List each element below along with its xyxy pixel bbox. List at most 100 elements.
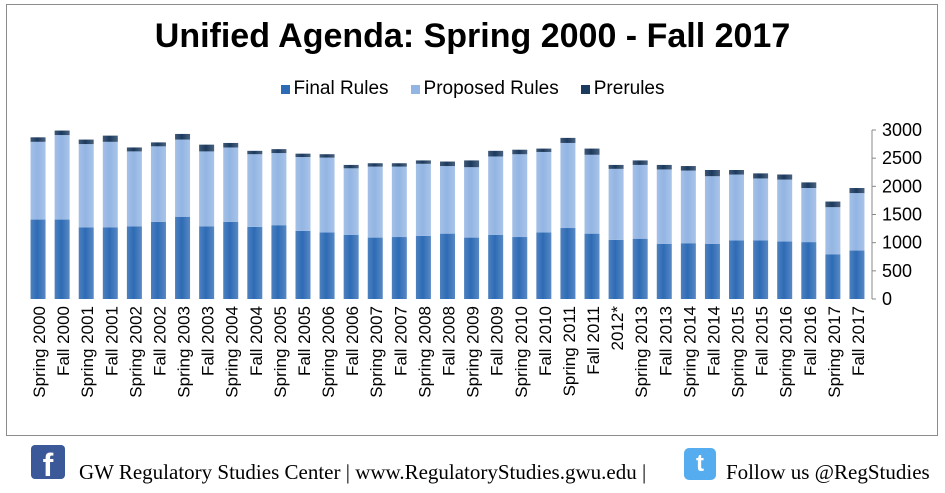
bar-final-rules-15 bbox=[391, 237, 407, 299]
x-tick-label-11: Fall 2005 bbox=[295, 306, 314, 376]
x-tick-label-15: Fall 2007 bbox=[391, 306, 410, 376]
bar-prerules-13 bbox=[343, 164, 359, 169]
bar-final-rules-7 bbox=[199, 226, 215, 299]
bar-final-rules-20 bbox=[512, 237, 528, 299]
bar-final-rules-8 bbox=[223, 221, 239, 299]
bar-proposed-rules-10 bbox=[271, 153, 287, 226]
bar-proposed-rules-25 bbox=[632, 164, 648, 239]
chart-title: Unified Agenda: Spring 2000 - Fall 2017 bbox=[154, 17, 791, 55]
x-tick-label-16: Spring 2008 bbox=[415, 306, 434, 398]
x-tick-label-23: Fall 2011 bbox=[584, 306, 603, 375]
bar-final-rules-17 bbox=[440, 233, 455, 299]
facebook-icon[interactable]: f bbox=[31, 445, 65, 479]
bar-prerules-27 bbox=[680, 166, 696, 171]
bar-proposed-rules-33 bbox=[825, 207, 841, 255]
bar-proposed-rules-34 bbox=[849, 193, 865, 251]
bar-prerules-30 bbox=[753, 173, 769, 179]
bar-proposed-rules-13 bbox=[343, 168, 359, 235]
x-tick-label-29: Spring 2015 bbox=[729, 306, 748, 398]
bar-final-rules-21 bbox=[536, 232, 552, 299]
bar-prerules-7 bbox=[199, 144, 215, 152]
x-tick-label-32: Fall 2016 bbox=[801, 306, 820, 376]
bar-prerules-2 bbox=[78, 139, 94, 145]
bar-prerules-5 bbox=[150, 142, 166, 147]
bar-final-rules-12 bbox=[319, 232, 335, 299]
legend-swatch-proposed-rules bbox=[410, 84, 420, 94]
bar-proposed-rules-26 bbox=[656, 169, 672, 244]
x-tick-label-20: Spring 2010 bbox=[512, 306, 531, 398]
bar-final-rules-24 bbox=[608, 239, 624, 299]
bar-proposed-rules-11 bbox=[295, 157, 311, 231]
bar-proposed-rules-18 bbox=[464, 167, 480, 238]
x-tick-label-0: Spring 2000 bbox=[30, 306, 49, 398]
bar-final-rules-6 bbox=[175, 216, 191, 299]
x-tick-label-27: Spring 2014 bbox=[680, 306, 699, 398]
bar-final-rules-19 bbox=[488, 234, 504, 299]
legend-label-prerules: Prerules bbox=[593, 78, 665, 99]
bar-proposed-rules-5 bbox=[150, 146, 166, 222]
bar-final-rules-14 bbox=[367, 237, 383, 299]
y-tick-label-1: 500 bbox=[882, 261, 912, 281]
bar-prerules-11 bbox=[295, 153, 311, 158]
bar-proposed-rules-19 bbox=[488, 156, 504, 235]
bar-prerules-9 bbox=[247, 150, 263, 155]
bar-prerules-4 bbox=[126, 147, 142, 152]
legend-item-proposed-rules: Proposed Rules bbox=[410, 78, 559, 100]
bar-final-rules-13 bbox=[343, 234, 359, 299]
bar-proposed-rules-32 bbox=[801, 188, 817, 243]
x-tick-label-25: Spring 2013 bbox=[632, 306, 651, 398]
bar-final-rules-30 bbox=[753, 240, 769, 299]
y-tick-label-6: 3000 bbox=[882, 120, 922, 140]
bar-prerules-17 bbox=[440, 161, 455, 167]
bar-proposed-rules-17 bbox=[440, 166, 455, 234]
bar-proposed-rules-3 bbox=[102, 141, 118, 228]
bar-prerules-3 bbox=[102, 135, 118, 142]
bar-final-rules-9 bbox=[247, 226, 263, 299]
bar-proposed-rules-0 bbox=[30, 141, 46, 220]
bar-prerules-31 bbox=[777, 174, 793, 180]
bar-final-rules-33 bbox=[825, 254, 841, 299]
x-tick-label-7: Fall 2003 bbox=[199, 306, 218, 376]
bar-proposed-rules-8 bbox=[223, 147, 239, 222]
bar-final-rules-0 bbox=[30, 219, 46, 299]
twitter-icon[interactable]: t bbox=[684, 448, 716, 480]
legend-label-proposed-rules: Proposed Rules bbox=[423, 78, 559, 99]
bar-prerules-28 bbox=[704, 170, 720, 177]
bar-final-rules-5 bbox=[150, 221, 166, 299]
x-tick-label-2: Spring 2001 bbox=[78, 306, 97, 398]
bar-prerules-34 bbox=[849, 188, 865, 194]
x-tick-label-18: Spring 2009 bbox=[464, 306, 483, 398]
bar-prerules-21 bbox=[536, 148, 552, 152]
bar-proposed-rules-28 bbox=[704, 176, 720, 244]
y-tick-label-4: 2000 bbox=[882, 176, 922, 196]
bar-proposed-rules-22 bbox=[560, 142, 576, 229]
bar-final-rules-10 bbox=[271, 225, 287, 299]
bar-proposed-rules-30 bbox=[753, 178, 769, 241]
x-tick-label-28: Fall 2014 bbox=[704, 306, 723, 376]
legend-swatch-prerules bbox=[580, 84, 590, 94]
legend-item-final-rules: Final Rules bbox=[280, 78, 389, 100]
bar-final-rules-29 bbox=[729, 240, 745, 299]
follow-us-link[interactable]: Follow us @RegStudies bbox=[726, 460, 930, 484]
bar-prerules-33 bbox=[825, 201, 841, 208]
bar-final-rules-31 bbox=[777, 241, 793, 299]
bar-final-rules-2 bbox=[78, 227, 94, 299]
x-tick-label-21: Fall 2010 bbox=[536, 306, 555, 376]
x-tick-label-22: Spring 2011 bbox=[560, 306, 579, 396]
bar-final-rules-22 bbox=[560, 228, 576, 299]
bar-proposed-rules-21 bbox=[536, 151, 552, 233]
x-tick-label-9: Fall 2004 bbox=[247, 306, 266, 376]
bar-proposed-rules-2 bbox=[78, 144, 94, 228]
x-tick-label-13: Fall 2006 bbox=[343, 306, 362, 376]
bar-proposed-rules-29 bbox=[729, 174, 745, 241]
bar-proposed-rules-24 bbox=[608, 168, 624, 240]
y-tick-label-5: 2500 bbox=[882, 148, 922, 168]
x-tick-label-14: Spring 2007 bbox=[367, 306, 386, 398]
bar-final-rules-3 bbox=[102, 227, 118, 299]
bar-final-rules-34 bbox=[849, 250, 865, 299]
legend-label-final-rules: Final Rules bbox=[293, 78, 389, 99]
x-tick-label-4: Spring 2002 bbox=[126, 306, 145, 398]
bar-prerules-19 bbox=[488, 150, 504, 157]
bar-proposed-rules-14 bbox=[367, 166, 383, 238]
bar-final-rules-25 bbox=[632, 238, 648, 299]
